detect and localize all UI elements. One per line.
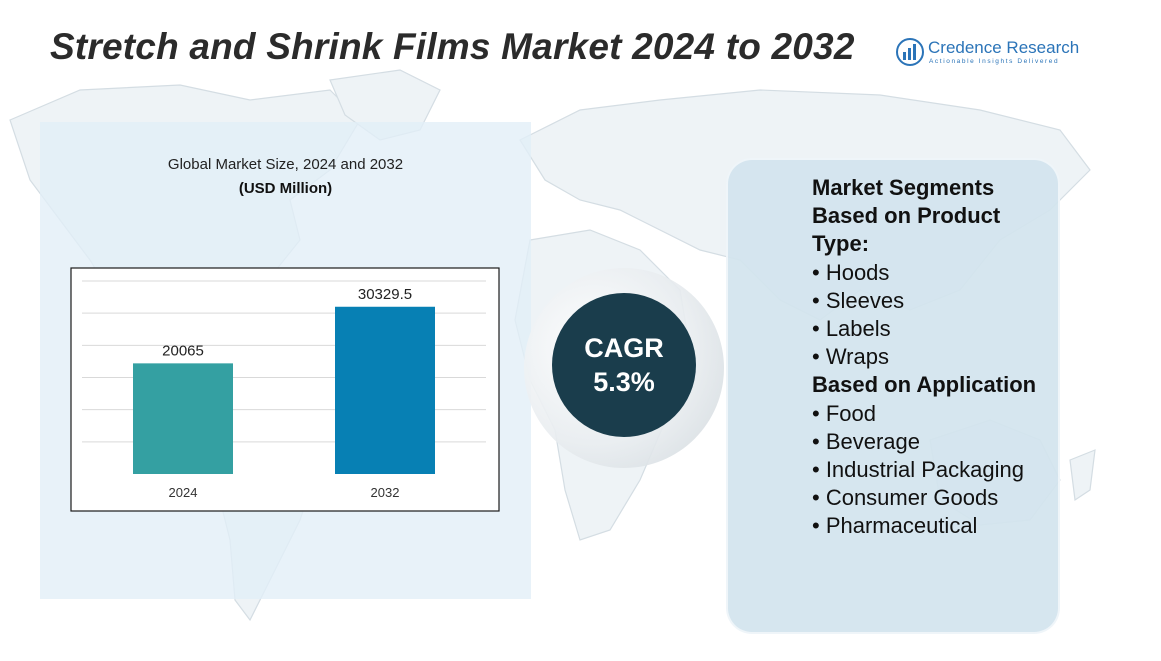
cagr-value: 5.3%: [593, 367, 655, 397]
bar-value-label: 30329.5: [358, 286, 412, 303]
segment-item: • Industrial Packaging: [812, 457, 1024, 483]
cagr-badge: CAGR 5.3%: [552, 293, 696, 437]
bar-chart: 20065 2024 30329.5 2032: [70, 267, 500, 512]
page-title: Stretch and Shrink Films Market 2024 to …: [50, 26, 855, 67]
segment-item: • Beverage: [812, 428, 920, 454]
segment-item: • Consumer Goods: [812, 485, 999, 511]
segment-item: • Hoods: [812, 259, 890, 285]
bar-2024: [133, 363, 233, 474]
segment-item: • Food: [812, 400, 876, 426]
market-segments-panel: Market Segments Based on Product Type: •…: [726, 158, 1060, 634]
chart-bars: [133, 306, 435, 474]
logo-tagline: Actionable Insights Delivered: [929, 58, 1060, 65]
logo-name: Credence Research: [928, 38, 1080, 57]
bar-value-label: 20065: [162, 342, 204, 359]
segment-item: • Wraps: [812, 344, 889, 370]
category-tick-label: 2024: [169, 485, 198, 500]
segment-group-title: Based on Product Type:: [812, 203, 1001, 257]
segment-item: • Pharmaceutical: [812, 513, 978, 539]
chart-labels: 20065 2024 30329.5 2032: [162, 286, 412, 500]
chart-unit: (USD Million): [238, 180, 333, 197]
category-tick-label: 2032: [371, 485, 400, 500]
logo-chart-icon: [896, 38, 924, 66]
market-segments-list: Market Segments Based on Product Type: •…: [812, 174, 1052, 541]
bar-2032: [335, 306, 435, 474]
chart-panel: Global Market Size, 2024 and 2032 (USD M…: [40, 122, 531, 599]
segments-heading: Market Segments: [812, 175, 995, 200]
segment-item: • Labels: [812, 316, 891, 342]
cagr-label: CAGR: [584, 333, 664, 363]
credence-research-logo: Credence Research Actionable Insights De…: [896, 38, 1086, 70]
chart-title: Global Market Size, 2024 and 2032: [167, 156, 404, 173]
segment-group-title: Based on Application: [812, 372, 1037, 398]
segment-item: • Sleeves: [812, 287, 905, 313]
